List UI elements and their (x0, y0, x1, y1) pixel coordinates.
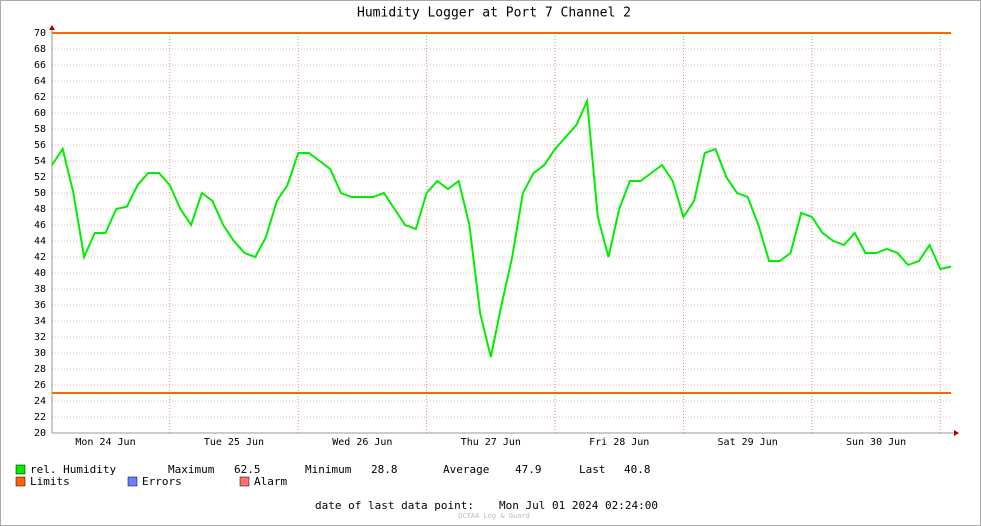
footer-value: Mon Jul 01 2024 02:24:00 (499, 499, 658, 512)
y-tick-label: 54 (34, 156, 46, 167)
x-tick-label: Sun 30 Jun (846, 437, 906, 448)
y-tick-label: 46 (34, 220, 46, 231)
legend-label: Errors (142, 475, 182, 488)
y-tick-label: 38 (34, 284, 46, 295)
y-tick-label: 66 (34, 60, 46, 71)
y-tick-label: 40 (34, 268, 46, 279)
y-tick-label: 30 (34, 348, 46, 359)
legend-label: Alarm (254, 475, 287, 488)
line (51, 97, 952, 358)
x-tick-label: Tue 25 Jun (204, 437, 264, 448)
y-tick-label: 44 (34, 236, 46, 247)
stat-label: Last (579, 463, 606, 476)
y-tick-label: 50 (34, 188, 46, 199)
stat-value: 47.9 (515, 463, 542, 476)
y-tick-label: 62 (34, 92, 46, 103)
y-tick-label: 56 (34, 140, 46, 151)
x-tick-label: Wed 26 Jun (332, 437, 392, 448)
y-tick-label: 22 (34, 412, 46, 423)
stat-label: Average (443, 463, 489, 476)
stat-value: 40.8 (624, 463, 651, 476)
footer-label: date of last data point: (315, 499, 474, 512)
x-tick-label: Fri 28 Jun (589, 437, 649, 448)
y-tick-label: 20 (34, 428, 46, 439)
y-tick-label: 26 (34, 380, 46, 391)
stat-value: 62.5 (234, 463, 261, 476)
y-arrow (49, 25, 55, 30)
y-tick-label: 24 (34, 396, 46, 407)
y-tick-label: 60 (34, 108, 46, 119)
x-tick-label: Mon 24 Jun (75, 437, 135, 448)
y-tick-label: 64 (34, 76, 46, 87)
legend-swatch (239, 476, 250, 487)
chart-title: Humidity Logger at Port 7 Channel 2 (357, 6, 631, 21)
y-tick-label: 48 (34, 204, 46, 215)
y-tick-label: 70 (34, 28, 46, 39)
y-tick-label: 68 (34, 44, 46, 55)
legend-swatch (15, 464, 26, 475)
legend-swatch (15, 476, 26, 487)
y-tick-label: 28 (34, 364, 46, 375)
y-tick-label: 52 (34, 172, 46, 183)
x-tick-label: Sat 29 Jun (718, 437, 778, 448)
y-tick-label: 36 (34, 300, 46, 311)
y-tick-label: 34 (34, 316, 46, 327)
x-arrow (954, 430, 959, 436)
y-tick-label: 58 (34, 124, 46, 135)
x-tick-label: Thu 27 Jun (461, 437, 521, 448)
stat-label: Minimum (305, 463, 352, 476)
y-tick-label: 42 (34, 252, 46, 263)
legend-swatch (127, 476, 138, 487)
y-tick-label: 32 (34, 332, 46, 343)
legend-label: Limits (30, 475, 70, 488)
stat-value: 28.8 (371, 463, 398, 476)
legend-label: rel. Humidity (30, 463, 116, 476)
stat-label: Maximum (168, 463, 215, 476)
watermark: OCTA4 Log & Guard (458, 512, 530, 520)
